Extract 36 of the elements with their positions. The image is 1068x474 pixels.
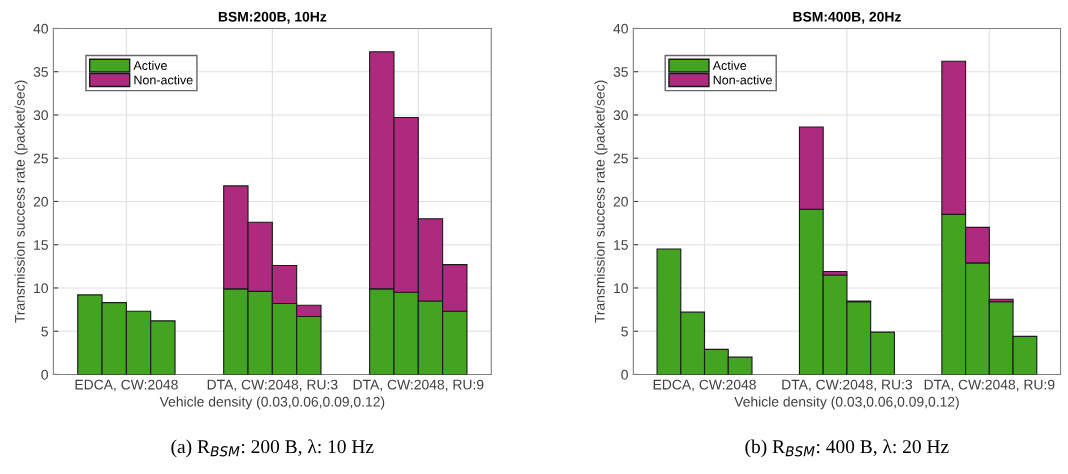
x-tick-label: DTA, CW:2048, RU:9 <box>353 379 484 392</box>
legend-label: Active <box>712 60 747 70</box>
y-tick-label: 10 <box>614 283 628 294</box>
chart-title: BSM:400B, 20Hz <box>793 11 901 24</box>
y-axis-title: Transmission success rate (packet/sec) <box>14 80 28 323</box>
text: (b) R$_{BSM}$: 400 B, λ: 20 Hz <box>745 439 949 458</box>
y-tick-label: 20 <box>33 196 48 207</box>
y-tick-label: 35 <box>33 67 48 77</box>
x-axis-title: Vehicle density (0.03,0.06,0.09,0.12) <box>159 396 385 410</box>
legend-label: Non-active <box>134 75 193 85</box>
x-axis-title: Vehicle density (0.03,0.06,0.09,0.12) <box>734 396 959 410</box>
y-tick-label: 30 <box>33 110 48 121</box>
x-tick-label: EDCA, CW:2048 <box>75 379 178 392</box>
y-tick-label: 40 <box>33 23 48 34</box>
x-tick-label: DTA, CW:2048, RU:3 <box>207 379 338 392</box>
y-tick-label: 25 <box>33 153 48 164</box>
y-tick-label: 15 <box>614 240 628 250</box>
y-tick-label: 35 <box>613 67 628 77</box>
x-tick-label: DTA, CW:2048, RU:3 <box>782 379 913 392</box>
y-tick-label: 5 <box>41 326 48 337</box>
legend-label: Active <box>133 60 167 70</box>
x-tick-label: DTA, CW:2048, RU:9 <box>924 379 1055 392</box>
y-tick-label: 0 <box>621 369 628 380</box>
text: (a) R$_{BSM}$: 200 B, λ: 10 Hz <box>171 439 374 458</box>
y-tick-label: 20 <box>613 196 628 207</box>
y-tick-label: 0 <box>41 369 48 380</box>
y-tick-label: 30 <box>613 110 628 121</box>
y-tick-label: 40 <box>613 23 628 34</box>
legend-label: Non-active <box>713 75 772 85</box>
y-tick-label: 10 <box>34 283 48 294</box>
y-tick-label: 25 <box>613 153 628 164</box>
x-tick-label: EDCA, CW:2048 <box>653 379 756 392</box>
y-tick-label: 5 <box>621 326 628 337</box>
y-tick-label: 15 <box>34 240 48 250</box>
y-axis-title: Transmission success rate (packet/sec) <box>594 80 608 323</box>
chart-title: BSM:200B, 10Hz <box>218 11 327 24</box>
